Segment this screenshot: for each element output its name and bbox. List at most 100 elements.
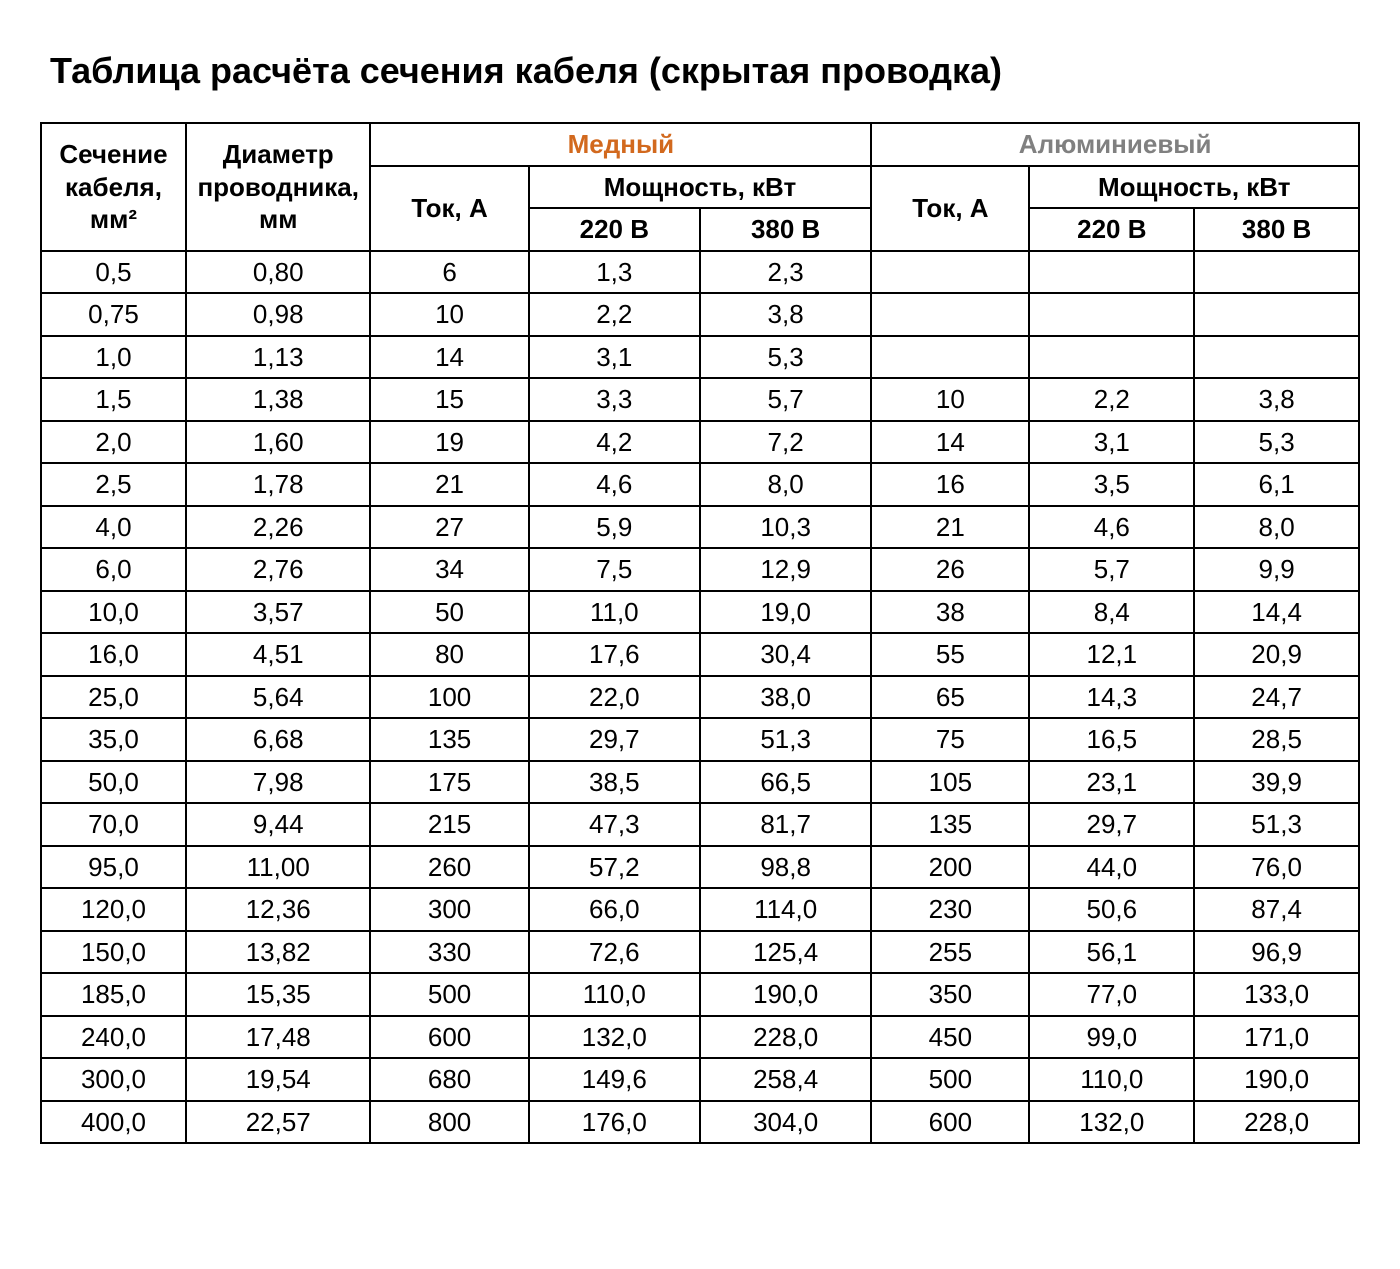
- header-aluminum-power: Мощность, кВт: [1029, 166, 1359, 209]
- table-row: 400,022,57800176,0304,0600132,0228,0: [41, 1101, 1359, 1144]
- cell-al_p380: 39,9: [1194, 761, 1359, 804]
- cell-cu_p220: 176,0: [529, 1101, 700, 1144]
- cell-section: 2,5: [41, 463, 186, 506]
- cell-cu_p220: 3,3: [529, 378, 700, 421]
- cell-al_current: 21: [871, 506, 1029, 549]
- cell-al_current: 14: [871, 421, 1029, 464]
- cell-diameter: 4,51: [186, 633, 371, 676]
- cell-cu_p380: 2,3: [700, 251, 871, 294]
- cell-cu_p380: 5,7: [700, 378, 871, 421]
- cell-cu_p380: 5,3: [700, 336, 871, 379]
- cell-diameter: 15,35: [186, 973, 371, 1016]
- cell-al_current: 65: [871, 676, 1029, 719]
- cell-cu_current: 600: [370, 1016, 528, 1059]
- cable-table: Сечение кабеля, мм² Диаметр проводника, …: [40, 122, 1360, 1144]
- cell-cu_p220: 110,0: [529, 973, 700, 1016]
- cell-diameter: 0,80: [186, 251, 371, 294]
- cell-al_current: 55: [871, 633, 1029, 676]
- cell-al_current: 600: [871, 1101, 1029, 1144]
- cell-cu_p220: 1,3: [529, 251, 700, 294]
- cell-cu_p220: 4,6: [529, 463, 700, 506]
- cell-cu_p380: 228,0: [700, 1016, 871, 1059]
- cell-al_p220: 3,5: [1029, 463, 1194, 506]
- cell-diameter: 1,13: [186, 336, 371, 379]
- cell-diameter: 6,68: [186, 718, 371, 761]
- cell-section: 4,0: [41, 506, 186, 549]
- cell-al_p220: 99,0: [1029, 1016, 1194, 1059]
- table-row: 2,51,78214,68,0163,56,1: [41, 463, 1359, 506]
- cell-al_p380: [1194, 251, 1359, 294]
- cell-al_p380: 6,1: [1194, 463, 1359, 506]
- cell-cu_p220: 7,5: [529, 548, 700, 591]
- cell-cu_p380: 114,0: [700, 888, 871, 931]
- cell-cu_p220: 132,0: [529, 1016, 700, 1059]
- cell-cu_p220: 66,0: [529, 888, 700, 931]
- cell-al_p380: [1194, 293, 1359, 336]
- cell-al_p380: 133,0: [1194, 973, 1359, 1016]
- cell-al_p380: 87,4: [1194, 888, 1359, 931]
- table-row: 70,09,4421547,381,713529,751,3: [41, 803, 1359, 846]
- cell-cu_current: 260: [370, 846, 528, 889]
- cell-cu_p380: 258,4: [700, 1058, 871, 1101]
- table-body: 0,50,8061,32,30,750,98102,23,81,01,13143…: [41, 251, 1359, 1144]
- cell-cu_p220: 2,2: [529, 293, 700, 336]
- table-row: 25,05,6410022,038,06514,324,7: [41, 676, 1359, 719]
- cell-cu_current: 14: [370, 336, 528, 379]
- cell-al_current: 75: [871, 718, 1029, 761]
- cell-cu_current: 330: [370, 931, 528, 974]
- header-copper-current: Ток, А: [370, 166, 528, 251]
- cell-cu_current: 100: [370, 676, 528, 719]
- cell-cu_current: 50: [370, 591, 528, 634]
- cell-diameter: 1,60: [186, 421, 371, 464]
- cell-cu_current: 6: [370, 251, 528, 294]
- table-row: 16,04,518017,630,45512,120,9: [41, 633, 1359, 676]
- cell-al_current: [871, 293, 1029, 336]
- cell-al_current: [871, 251, 1029, 294]
- cell-cu_p220: 57,2: [529, 846, 700, 889]
- cell-cu_current: 215: [370, 803, 528, 846]
- cell-cu_p380: 3,8: [700, 293, 871, 336]
- table-row: 50,07,9817538,566,510523,139,9: [41, 761, 1359, 804]
- header-copper-380v: 380 В: [700, 208, 871, 251]
- cell-cu_p380: 304,0: [700, 1101, 871, 1144]
- cell-al_p380: 51,3: [1194, 803, 1359, 846]
- cell-cu_p380: 190,0: [700, 973, 871, 1016]
- cell-al_p220: [1029, 336, 1194, 379]
- cell-al_p380: 190,0: [1194, 1058, 1359, 1101]
- cell-section: 6,0: [41, 548, 186, 591]
- cell-diameter: 12,36: [186, 888, 371, 931]
- cell-diameter: 22,57: [186, 1101, 371, 1144]
- table-row: 35,06,6813529,751,37516,528,5: [41, 718, 1359, 761]
- cell-cu_current: 175: [370, 761, 528, 804]
- cell-section: 0,5: [41, 251, 186, 294]
- cell-al_p380: 171,0: [1194, 1016, 1359, 1059]
- cell-cu_current: 800: [370, 1101, 528, 1144]
- cell-cu_current: 300: [370, 888, 528, 931]
- cell-cu_p380: 38,0: [700, 676, 871, 719]
- cell-al_p380: 28,5: [1194, 718, 1359, 761]
- table-row: 150,013,8233072,6125,425556,196,9: [41, 931, 1359, 974]
- cell-cu_p220: 5,9: [529, 506, 700, 549]
- cell-cu_current: 19: [370, 421, 528, 464]
- page-title: Таблица расчёта сечения кабеля (скрытая …: [50, 50, 1360, 92]
- cell-section: 0,75: [41, 293, 186, 336]
- cell-al_p220: 16,5: [1029, 718, 1194, 761]
- cell-al_current: 135: [871, 803, 1029, 846]
- cell-diameter: 0,98: [186, 293, 371, 336]
- header-aluminum-current: Ток, А: [871, 166, 1029, 251]
- cell-section: 1,0: [41, 336, 186, 379]
- cell-al_p380: 9,9: [1194, 548, 1359, 591]
- cell-al_current: 105: [871, 761, 1029, 804]
- cell-diameter: 9,44: [186, 803, 371, 846]
- cell-al_p380: 96,9: [1194, 931, 1359, 974]
- header-diameter: Диаметр проводника, мм: [186, 123, 371, 251]
- table-row: 6,02,76347,512,9265,79,9: [41, 548, 1359, 591]
- table-row: 4,02,26275,910,3214,68,0: [41, 506, 1359, 549]
- cell-al_p220: 14,3: [1029, 676, 1194, 719]
- cell-diameter: 1,38: [186, 378, 371, 421]
- cell-al_p220: 50,6: [1029, 888, 1194, 931]
- cell-al_p380: 5,3: [1194, 421, 1359, 464]
- header-aluminum-380v: 380 В: [1194, 208, 1359, 251]
- table-row: 1,51,38153,35,7102,23,8: [41, 378, 1359, 421]
- cell-diameter: 13,82: [186, 931, 371, 974]
